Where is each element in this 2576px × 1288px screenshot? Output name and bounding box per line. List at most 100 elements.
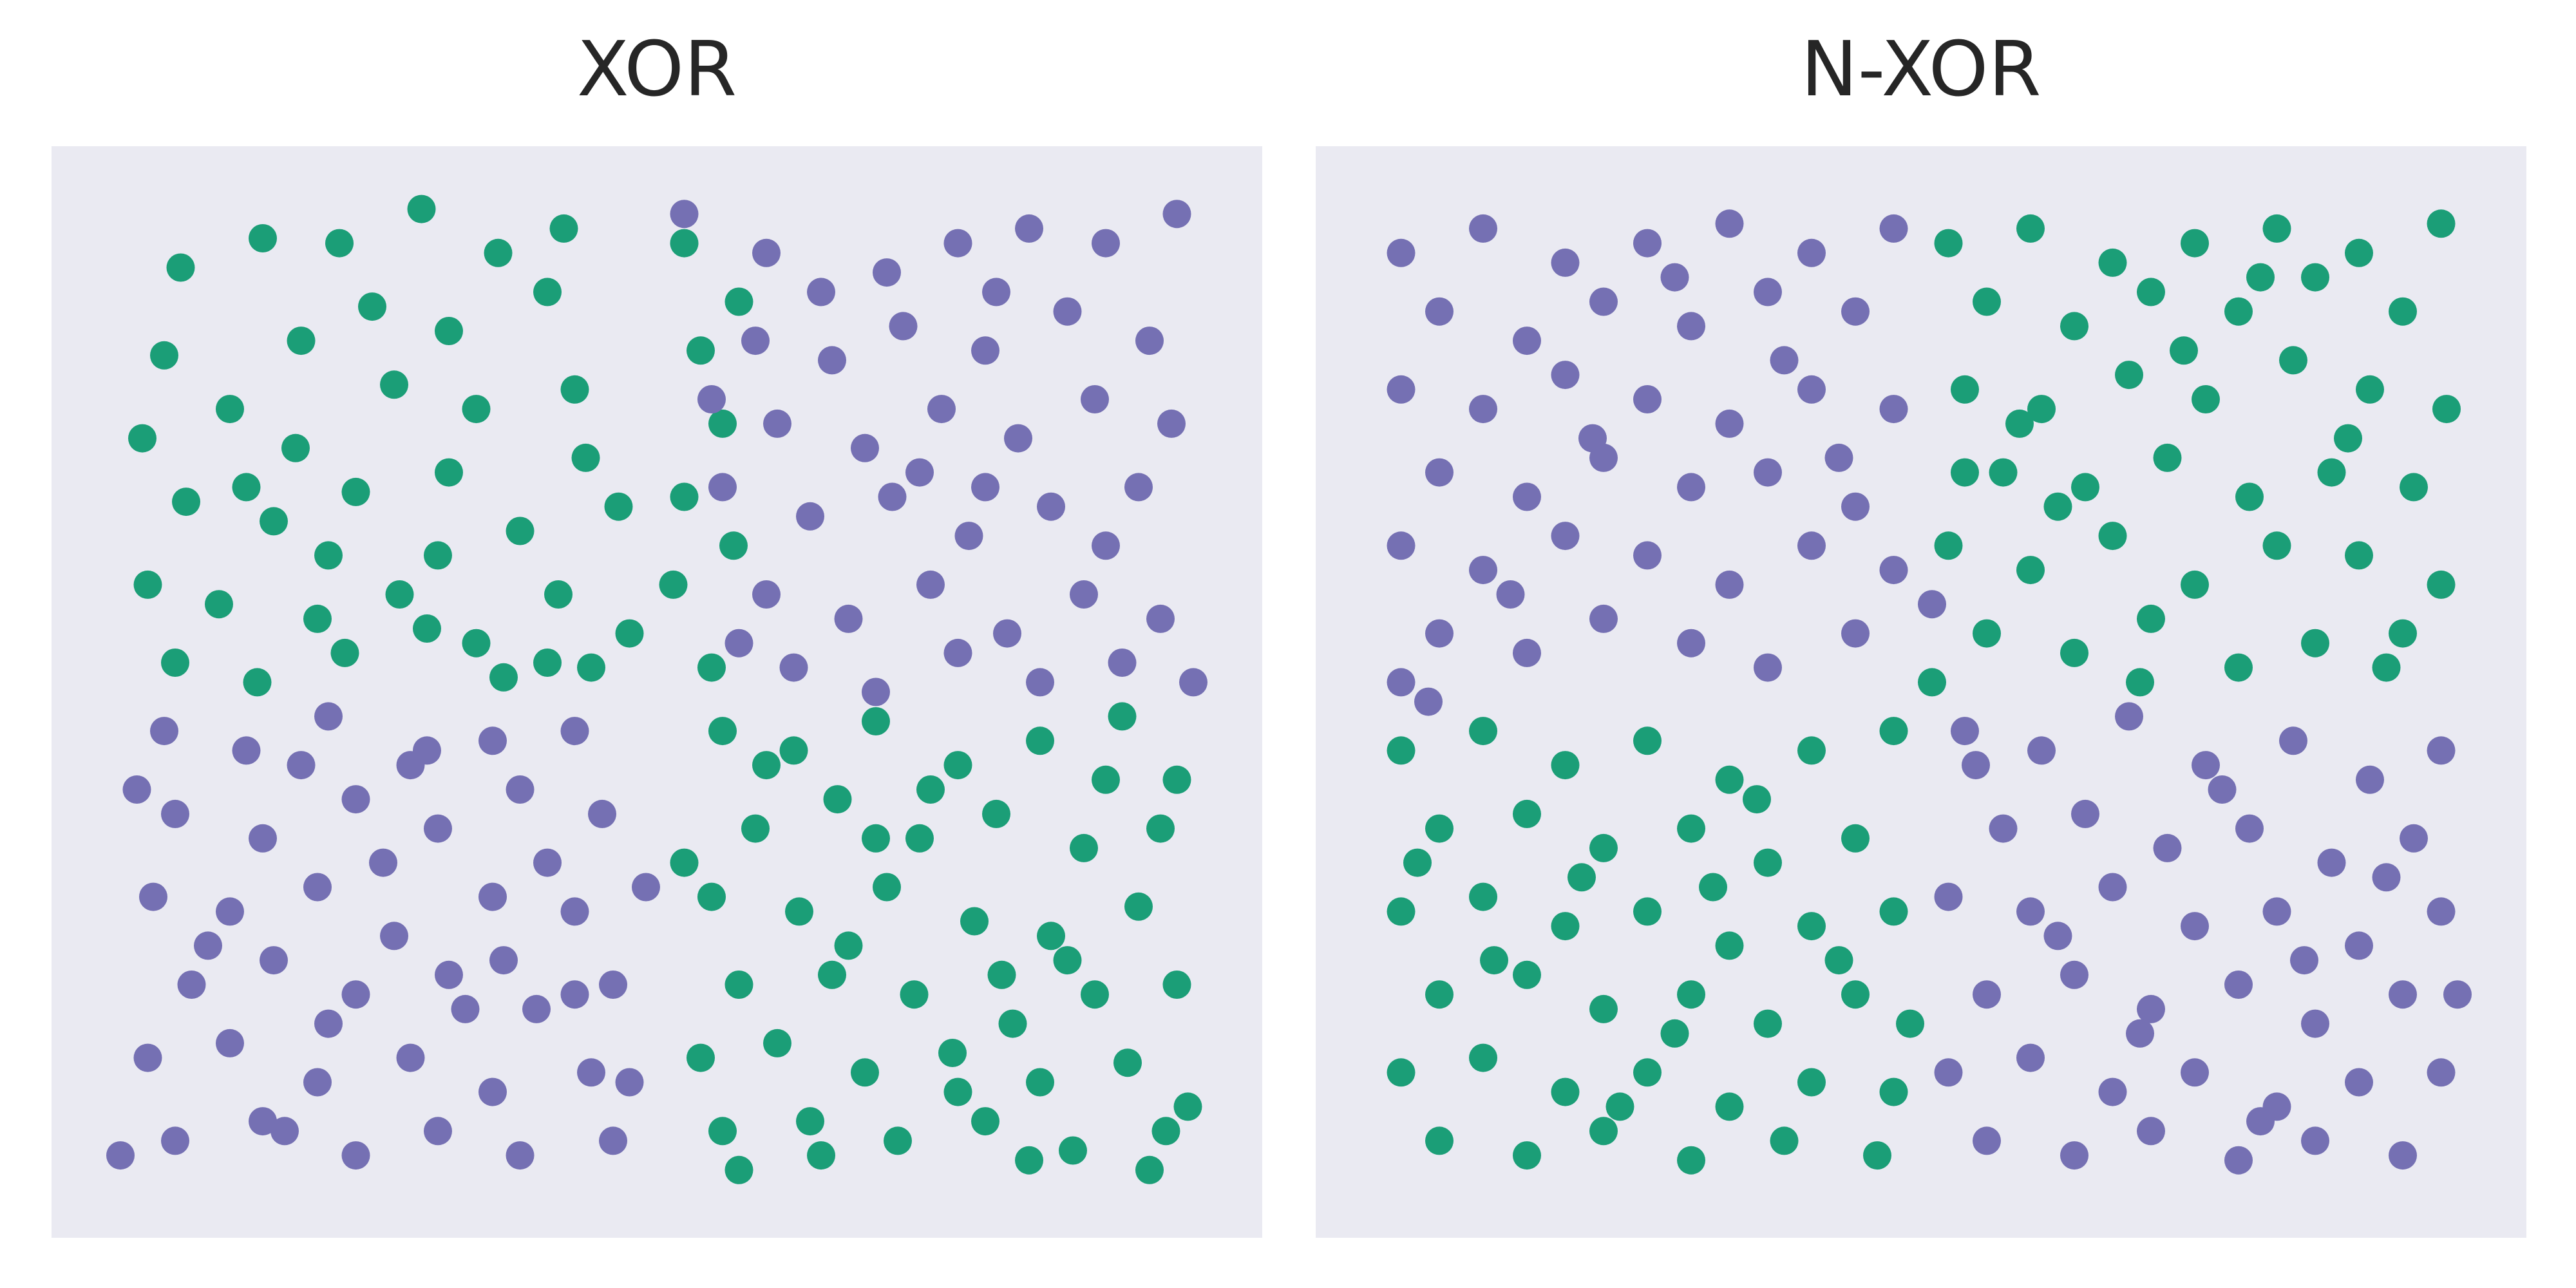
scatter-point (133, 570, 162, 599)
scatter-point (1513, 960, 1541, 989)
scatter-point (1015, 1146, 1043, 1175)
scatter-point (2372, 863, 2401, 892)
scatter-point (2372, 653, 2401, 682)
scatter-point (1480, 946, 1508, 975)
scatter-point (741, 814, 770, 843)
scatter-point (2126, 668, 2154, 697)
scatter-point (1754, 458, 1782, 487)
scatter-point (2115, 361, 2143, 390)
scatter-point (489, 946, 518, 975)
scatter-point (2060, 1141, 2088, 1170)
scatter-point (1551, 361, 1580, 390)
scatter-point (1026, 1068, 1054, 1097)
scatter-point (216, 897, 244, 926)
scatter-point (1989, 814, 2018, 843)
scatter-point (270, 1117, 299, 1146)
scatter-point (424, 1117, 452, 1146)
scatter-point (435, 960, 463, 989)
scatter-point (1973, 980, 2001, 1009)
scatter-point (1004, 424, 1032, 453)
scatter-point (697, 653, 726, 682)
scatter-point (1135, 1155, 1164, 1184)
scatter-point (1469, 556, 1497, 585)
scatter-point (2345, 541, 2373, 570)
scatter-point (2181, 570, 2209, 599)
scatter-point (1124, 473, 1153, 502)
scatter-point (1551, 522, 1580, 551)
nxor-title: N-XOR (1801, 24, 2041, 113)
scatter-point (2137, 278, 2165, 307)
scatter-point (2016, 556, 2045, 585)
scatter-point (1513, 327, 1541, 355)
scatter-point (1113, 1048, 1142, 1077)
scatter-point (1754, 848, 1782, 877)
scatter-point (687, 1043, 715, 1072)
scatter-point (1677, 473, 1705, 502)
scatter-point (2301, 1126, 2329, 1155)
scatter-point (287, 751, 316, 780)
scatter-point (724, 971, 753, 999)
scatter-point (796, 502, 824, 531)
scatter-point (2279, 726, 2307, 755)
scatter-point (1951, 717, 1979, 746)
scatter-point (878, 482, 907, 511)
scatter-point (632, 873, 660, 902)
scatter-point (1513, 1141, 1541, 1170)
scatter-point (1715, 209, 1744, 238)
scatter-point (1469, 214, 1497, 243)
scatter-point (1053, 946, 1082, 975)
scatter-point (1146, 604, 1175, 633)
scatter-point (1660, 1019, 1689, 1048)
scatter-point (1425, 814, 1454, 843)
scatter-point (287, 327, 316, 355)
scatter-point (1715, 570, 1744, 599)
scatter-point (2345, 931, 2373, 960)
scatter-point (823, 785, 852, 814)
scatter-point (2262, 531, 2291, 560)
scatter-point (2043, 922, 2072, 951)
scatter-point (1973, 619, 2001, 648)
scatter-point (2181, 1058, 2209, 1087)
scatter-point (1934, 882, 1963, 911)
scatter-point (1797, 375, 1826, 404)
scatter-point (560, 375, 589, 404)
scatter-point (779, 736, 808, 765)
scatter-point (133, 1043, 162, 1072)
scatter-point (998, 1009, 1027, 1038)
scatter-point (834, 931, 863, 960)
scatter-point (916, 775, 945, 804)
scatter-point (1179, 668, 1208, 697)
scatter-point (1677, 814, 1705, 843)
scatter-point (670, 229, 699, 258)
scatter-point (1387, 668, 1416, 697)
scatter-point (2137, 1117, 2165, 1146)
scatter-point (2224, 1146, 2253, 1175)
scatter-point (1551, 1077, 1580, 1106)
scatter-point (1059, 1136, 1087, 1165)
nxor-scatter-plot (1316, 146, 2526, 1238)
scatter-point (2356, 375, 2384, 404)
scatter-point (2345, 238, 2373, 267)
series-0-points (1387, 209, 2461, 1175)
scatter-point (2098, 1077, 2127, 1106)
scatter-point (2400, 824, 2428, 853)
scatter-point (615, 619, 644, 648)
scatter-point (161, 799, 189, 828)
scatter-point (2427, 897, 2456, 926)
scatter-point (1513, 799, 1541, 828)
scatter-point (1770, 346, 1799, 375)
scatter-point (2224, 971, 2253, 999)
scatter-point (341, 1141, 370, 1170)
scatter-point (150, 341, 178, 370)
scatter-point (358, 292, 386, 321)
scatter-point (2224, 653, 2253, 682)
scatter-point (2443, 980, 2472, 1009)
scatter-point (971, 473, 999, 502)
scatter-point (2098, 522, 2127, 551)
scatter-point (1092, 229, 1120, 258)
scatter-point (1951, 458, 1979, 487)
scatter-point (2043, 492, 2072, 521)
scatter-point (216, 395, 244, 424)
scatter-point (577, 1058, 605, 1087)
scatter-point (1414, 687, 1443, 716)
